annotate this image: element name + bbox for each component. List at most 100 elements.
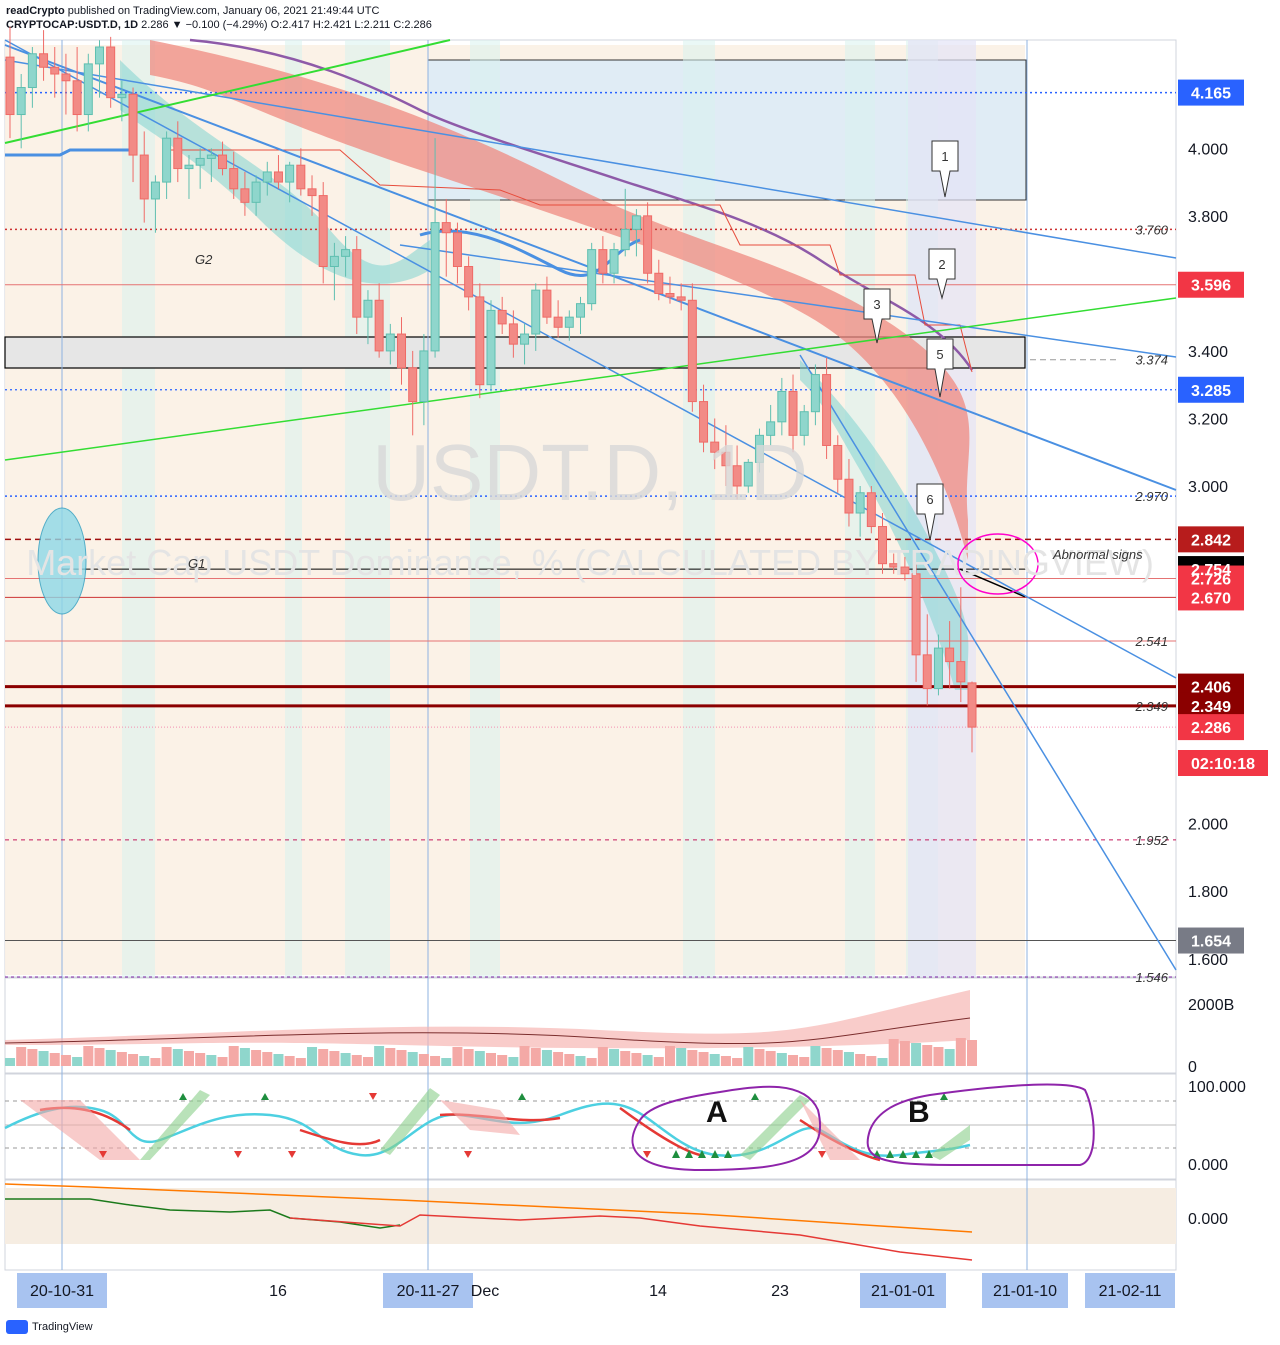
candle[interactable]: [676, 283, 686, 311]
candle[interactable]: [240, 171, 250, 216]
candle[interactable]: [810, 364, 820, 426]
candle[interactable]: [878, 513, 888, 574]
candle[interactable]: [699, 384, 709, 453]
candle[interactable]: [162, 131, 172, 199]
candle[interactable]: [654, 259, 664, 301]
candle[interactable]: [229, 151, 239, 199]
candle[interactable]: [631, 209, 641, 257]
candle[interactable]: [587, 242, 597, 311]
candle[interactable]: [620, 188, 630, 257]
candle[interactable]: [150, 175, 160, 233]
candle[interactable]: [687, 283, 697, 412]
candle[interactable]: [452, 222, 462, 284]
candle[interactable]: [106, 36, 116, 108]
candle[interactable]: [788, 374, 798, 453]
candle[interactable]: [173, 121, 183, 183]
candle[interactable]: [721, 425, 731, 486]
price-badge[interactable]: [1178, 927, 1244, 954]
candle[interactable]: [72, 47, 82, 132]
candle[interactable]: [766, 404, 776, 446]
x-axis-label-box[interactable]: [17, 1273, 107, 1308]
candle[interactable]: [609, 242, 619, 284]
candle[interactable]: [61, 53, 71, 115]
price-badge[interactable]: [1178, 750, 1268, 776]
x-axis-label-box[interactable]: [1085, 1273, 1175, 1308]
candle[interactable]: [643, 202, 653, 284]
candle[interactable]: [128, 87, 138, 183]
candle[interactable]: [195, 148, 205, 189]
candle[interactable]: [710, 418, 720, 470]
candle[interactable]: [285, 161, 295, 203]
candle[interactable]: [520, 323, 530, 365]
candle[interactable]: [866, 485, 876, 534]
candle[interactable]: [397, 317, 407, 385]
candle[interactable]: [799, 404, 809, 446]
candle[interactable]: [27, 47, 37, 108]
candle[interactable]: [486, 300, 496, 392]
candle[interactable]: [855, 485, 865, 537]
candle[interactable]: [139, 131, 149, 223]
candle[interactable]: [39, 30, 49, 81]
candle[interactable]: [419, 334, 429, 426]
candle[interactable]: [464, 256, 474, 311]
candle[interactable]: [777, 377, 787, 436]
price-badge[interactable]: [1178, 79, 1244, 106]
price-badge[interactable]: [1178, 714, 1244, 741]
candle[interactable]: [833, 435, 843, 493]
candle[interactable]: [754, 428, 764, 473]
candle[interactable]: [385, 323, 395, 365]
publisher-name[interactable]: readCrypto: [6, 5, 65, 17]
candle[interactable]: [575, 296, 585, 335]
candle[interactable]: [83, 53, 93, 132]
candle[interactable]: [430, 138, 440, 358]
candle[interactable]: [251, 175, 261, 216]
candle[interactable]: [598, 236, 608, 284]
candle[interactable]: [900, 556, 910, 581]
candle[interactable]: [50, 47, 60, 98]
candle[interactable]: [318, 182, 328, 284]
candle[interactable]: [341, 236, 351, 277]
candle[interactable]: [743, 458, 753, 493]
candle[interactable]: [531, 283, 541, 351]
candle[interactable]: [117, 80, 127, 122]
candle[interactable]: [564, 310, 574, 341]
candle[interactable]: [665, 276, 675, 304]
candle[interactable]: [329, 242, 339, 301]
price-badge[interactable]: [1178, 271, 1244, 298]
candle[interactable]: [508, 310, 518, 358]
candle[interactable]: [844, 458, 854, 527]
x-axis-label-box[interactable]: [383, 1273, 473, 1308]
candle[interactable]: [911, 563, 921, 682]
x-axis-label-box[interactable]: [982, 1273, 1068, 1308]
candle[interactable]: [956, 587, 966, 703]
candle[interactable]: [933, 634, 943, 696]
candle[interactable]: [967, 681, 977, 753]
candle[interactable]: [262, 161, 272, 196]
candle[interactable]: [184, 155, 194, 199]
price-badge[interactable]: [1178, 376, 1244, 403]
candle[interactable]: [889, 553, 899, 574]
candle[interactable]: [374, 283, 384, 358]
price-badge[interactable]: [1178, 526, 1244, 553]
candle[interactable]: [273, 155, 283, 189]
candle[interactable]: [822, 357, 832, 459]
candle[interactable]: [542, 276, 552, 324]
candle[interactable]: [441, 198, 451, 277]
candle[interactable]: [363, 290, 373, 345]
candle[interactable]: [553, 300, 563, 338]
candle[interactable]: [16, 74, 26, 149]
candle[interactable]: [206, 148, 216, 183]
x-axis-label-box[interactable]: [860, 1273, 946, 1308]
symbol-label[interactable]: CRYPTOCAP:USDT.D, 1D: [6, 19, 139, 31]
candle[interactable]: [94, 40, 104, 98]
candle[interactable]: [296, 148, 306, 196]
candle[interactable]: [218, 141, 228, 176]
candle[interactable]: [732, 445, 742, 500]
candle[interactable]: [5, 26, 15, 139]
candle[interactable]: [475, 283, 485, 399]
candle[interactable]: [307, 175, 317, 216]
candle[interactable]: [945, 621, 955, 689]
candle[interactable]: [497, 296, 507, 335]
candle[interactable]: [408, 350, 418, 436]
